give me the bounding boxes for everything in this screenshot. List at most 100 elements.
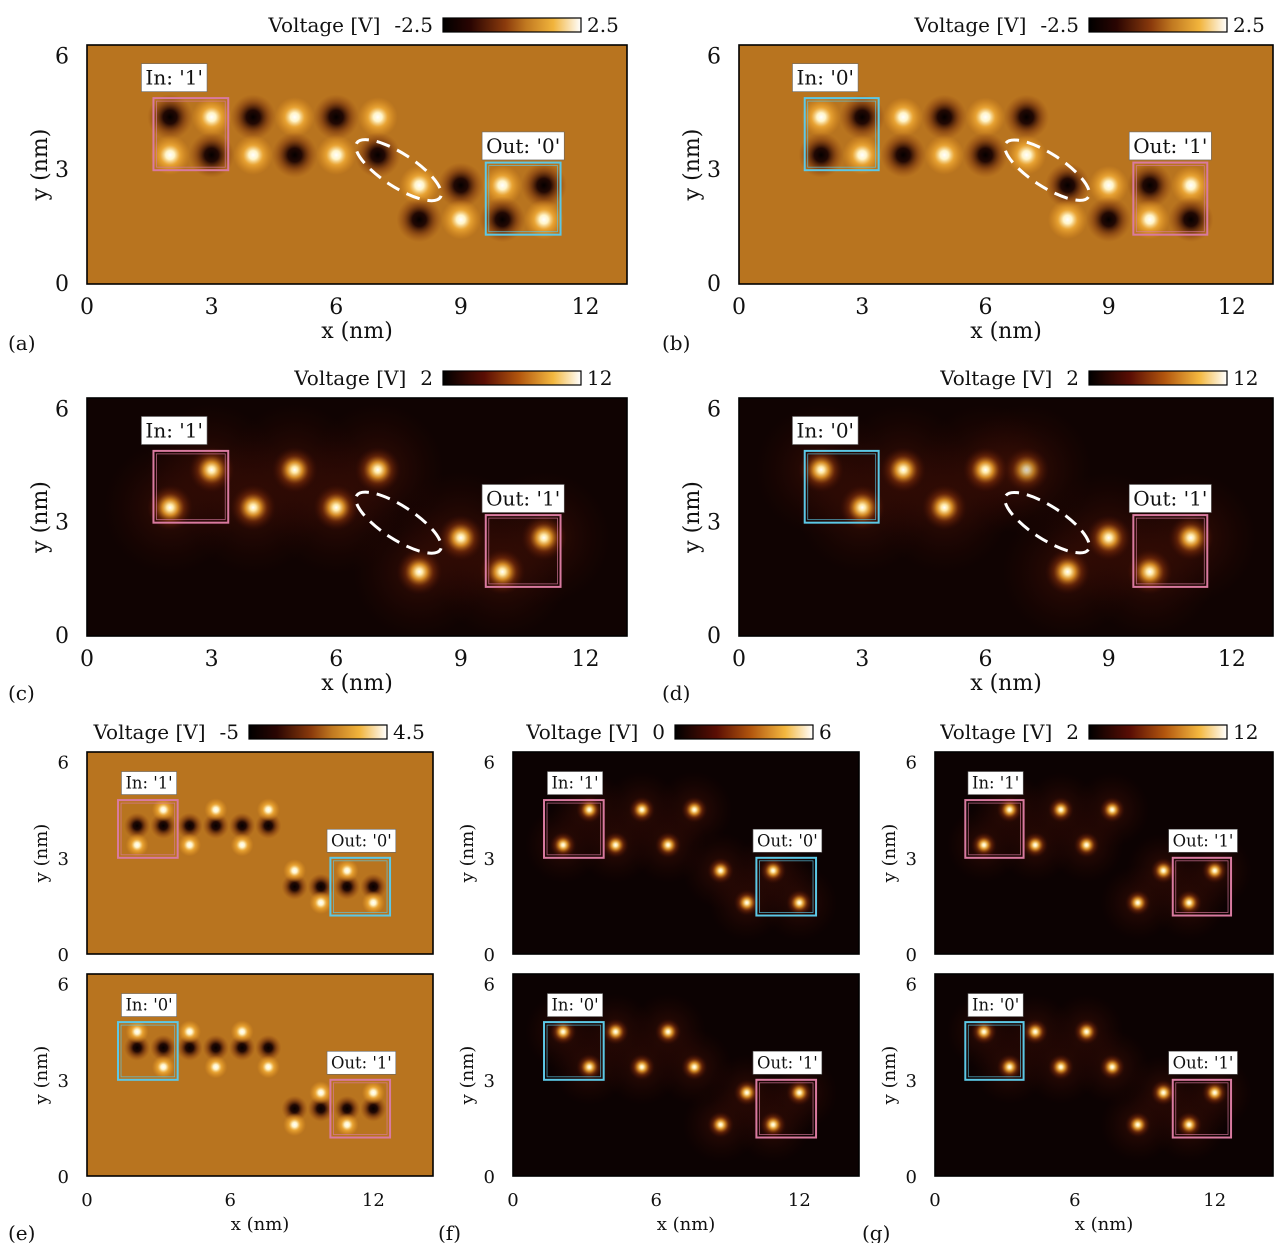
x-tick-label: 12 (1218, 647, 1246, 672)
y-tick-label: 6 (707, 397, 721, 422)
bright-spot (335, 1113, 359, 1137)
annotation-label-background (792, 63, 859, 92)
bright-spot (880, 447, 926, 493)
bright-spot (1099, 796, 1125, 823)
bright-spot (707, 857, 734, 884)
colorbar-max-label: 12 (587, 366, 612, 390)
bright-spot (1045, 549, 1091, 595)
bright-spot (707, 1111, 734, 1138)
colorbar-max-label: 6 (819, 720, 832, 744)
colorbar: 12 2 Voltage [V] (939, 366, 1258, 390)
bright-spot (628, 1053, 655, 1081)
panel-e-bottom: In: '0' Out: '1' 0 3 6 0 6 12 y (nm) x (nm) (31, 973, 434, 1235)
colorbar-gradient (442, 17, 582, 33)
x-tick-label: 6 (224, 1190, 235, 1211)
y-tick-label: 3 (707, 158, 721, 183)
y-tick-label: 6 (906, 975, 917, 996)
bright-spot (1150, 1079, 1177, 1106)
annotation-label-background (121, 771, 177, 795)
dark-spot (396, 196, 443, 243)
y-tick-label: 3 (55, 158, 69, 183)
bright-spot (1047, 199, 1088, 240)
input-label: In: '0' (551, 996, 598, 1015)
y-axis-label: y (nm) (31, 1046, 52, 1106)
y-axis-label: y (nm) (680, 129, 705, 202)
colorbar: 2.5 -2.5 Voltage [V] (913, 13, 1264, 37)
colorbar-min-label: 2 (1066, 366, 1079, 390)
colorbar-title: Voltage [V] (939, 366, 1052, 390)
annotation-label-background (547, 771, 603, 795)
output-box (755, 856, 818, 917)
y-tick-label: 6 (58, 753, 69, 774)
bright-spot (230, 484, 276, 531)
output-label: Out: '1' (1173, 831, 1234, 850)
bright-spot (996, 1054, 1023, 1080)
bright-spot (654, 831, 682, 859)
dark-spot (521, 162, 567, 209)
annotation-label-background (121, 993, 177, 1017)
bright-spot (798, 447, 844, 493)
input-label: In: '1' (145, 419, 203, 443)
input-box (803, 97, 880, 172)
dark-spot (123, 812, 151, 839)
y-tick-label: 0 (707, 624, 721, 649)
panel-c: In: '1' Out: '1' 0 3 6 0 3 6 9 12 y (nm) x (nm) 12 2V… (8, 366, 628, 705)
bright-spot (839, 484, 885, 531)
plot-frame (738, 44, 1274, 285)
bright-spot (602, 1018, 629, 1045)
x-tick-label: 9 (1102, 647, 1116, 672)
input-box (117, 799, 179, 859)
output-box (1132, 514, 1209, 588)
dark-spot (150, 1034, 177, 1061)
dark-spot (281, 1095, 308, 1122)
x-tick-label: 0 (507, 1190, 518, 1211)
input-label: In: '0' (972, 996, 1019, 1015)
bright-spot (654, 1018, 682, 1045)
y-tick-label: 3 (58, 1071, 69, 1092)
dark-spot (176, 812, 203, 839)
input-box (803, 449, 880, 524)
plot-frame (738, 397, 1274, 637)
bright-spot (1073, 1018, 1100, 1045)
bright-spot (357, 97, 398, 138)
colorbar-max-label: 12 (1233, 720, 1258, 744)
input-box (152, 97, 230, 172)
colorbar-min-label: 2 (420, 366, 433, 390)
bright-spot (438, 514, 484, 561)
y-axis-label: y (nm) (457, 1046, 478, 1106)
x-axis-label: x (nm) (321, 319, 393, 344)
y-tick-label: 6 (55, 44, 69, 69)
colorbar-min-label: -5 (220, 720, 239, 744)
bright-spot (1048, 1054, 1074, 1080)
output-label: Out: '1' (1133, 134, 1207, 158)
annotation-label-background (752, 828, 823, 853)
output-label: Out: '1' (331, 1053, 392, 1072)
bright-spot (309, 1081, 333, 1105)
annotation-label-background (967, 993, 1024, 1017)
colorbar-title: Voltage [V] (525, 720, 638, 744)
bright-spot (521, 514, 567, 561)
colorbar-min-label: 2 (1066, 720, 1079, 744)
dark-spot (307, 873, 334, 900)
colorbar-title: Voltage [V] (267, 13, 380, 37)
bright-spot (733, 889, 760, 916)
annotation-label-background (547, 993, 603, 1017)
y-tick-label: 6 (906, 753, 917, 774)
colorbar-title: Voltage [V] (293, 366, 406, 390)
input-label: In: '1' (551, 774, 598, 793)
bright-spot (602, 831, 629, 859)
bright-spot (1176, 889, 1202, 916)
x-tick-label: 0 (929, 1190, 940, 1211)
bright-spot (230, 1020, 254, 1044)
bright-spot (965, 97, 1006, 137)
y-tick-label: 3 (484, 1071, 495, 1092)
bright-spot (191, 97, 232, 138)
y-tick-label: 0 (484, 1167, 495, 1188)
input-label: In: '1' (972, 774, 1019, 793)
output-box (1171, 1078, 1233, 1139)
y-tick-label: 0 (707, 272, 721, 297)
y-axis-label: y (nm) (680, 481, 705, 554)
colorbar-gradient (674, 724, 814, 740)
y-tick-label: 3 (55, 511, 69, 536)
output-box (484, 161, 562, 236)
